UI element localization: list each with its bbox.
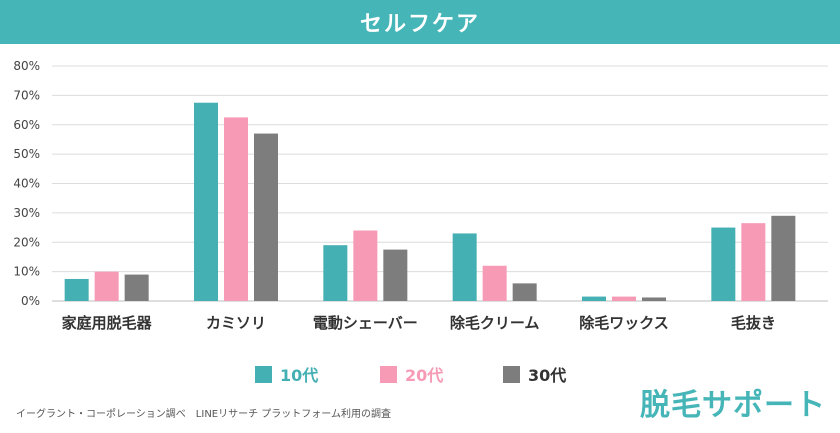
bar-10代-5 <box>711 227 736 301</box>
bar-10代-3 <box>452 233 477 301</box>
bar-10代-4 <box>582 296 606 301</box>
bar-30代-5 <box>771 215 796 301</box>
bar-30代-2 <box>383 249 408 301</box>
bar-10代-1 <box>194 102 218 301</box>
y-tick-label: 50% <box>13 147 40 161</box>
bar-30代-0 <box>124 274 149 301</box>
x-tick-label: 除毛ワックス <box>579 314 669 332</box>
bar-chart: 0% 10% 20% 30% 40% 50% 60% 70% 80% 家庭用脱毛器 カミソリ 電動シェ… <box>13 59 828 332</box>
brand-logo: 脱毛サポート <box>640 388 826 423</box>
x-tick-label: 家庭用脱毛器 <box>62 314 153 332</box>
legend-swatch-20s <box>380 365 397 383</box>
legend-item-10s: 10代 <box>255 362 318 386</box>
legend-label-20s: 20代 <box>405 366 444 385</box>
source-note: イーグラント・コーポレーション調べ LINEリサーチ プラットフォーム利用の調査 <box>16 409 391 420</box>
bar-20代-4 <box>612 296 636 301</box>
legend-label-30s: 30代 <box>528 366 567 385</box>
bar-20代-2 <box>353 230 378 301</box>
y-tick-label: 0% <box>21 294 40 308</box>
bar-30代-1 <box>254 133 278 301</box>
bar-30代-4 <box>642 297 666 301</box>
legend-label-10s: 10代 <box>280 366 319 385</box>
chart-title: セルフケア <box>359 12 480 37</box>
legend-item-20s: 20代 <box>380 362 443 386</box>
legend-swatch-30s <box>503 365 520 383</box>
y-tick-label: 30% <box>13 206 40 220</box>
bar-20代-1 <box>224 117 248 301</box>
y-tick-label: 70% <box>13 88 40 102</box>
y-tick-label: 10% <box>13 265 40 279</box>
title-bar: セルフケア <box>0 0 840 44</box>
y-tick-label: 20% <box>13 235 40 249</box>
y-tick-label: 80% <box>13 59 40 73</box>
bar-20代-3 <box>482 265 507 301</box>
x-tick-label: 電動シェーバー <box>313 314 418 332</box>
bar-10代-0 <box>64 278 89 301</box>
x-tick-label: カミソリ <box>206 314 266 332</box>
y-tick-label: 40% <box>13 177 40 191</box>
bar-30代-3 <box>512 283 537 301</box>
x-tick-label: 除毛クリーム <box>450 314 540 332</box>
legend-swatch-10s <box>255 365 272 383</box>
x-tick-label: 毛抜き <box>731 314 776 332</box>
legend-item-30s: 30代 <box>503 362 566 386</box>
legend: 10代 20代 30代 <box>0 362 840 385</box>
bar-20代-5 <box>741 223 766 301</box>
bar-20代-0 <box>94 271 119 301</box>
bar-10代-2 <box>323 245 348 301</box>
y-tick-label: 60% <box>13 118 40 132</box>
